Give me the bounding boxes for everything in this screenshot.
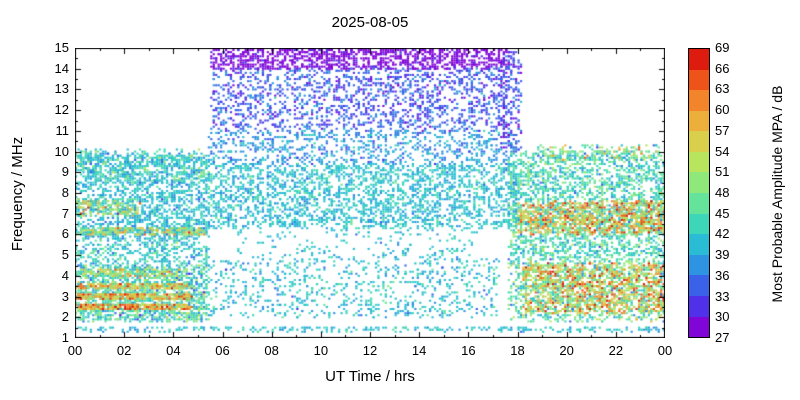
chart-title: 2025-08-05 (331, 14, 409, 31)
colorbar-tick-label: 48 (715, 185, 730, 200)
colorbar-segment (689, 213, 709, 235)
y-tick-label: 9 (61, 164, 69, 180)
colorbar-tick-label: 36 (715, 267, 730, 283)
colorbar-segment (689, 90, 709, 111)
colorbar-segment (689, 49, 709, 70)
x-tick-label: 22 (608, 343, 624, 358)
x-tick-label: 08 (264, 343, 279, 358)
y-tick-label: 2 (61, 309, 69, 325)
colorbar-segment (689, 234, 709, 255)
y-tick-label: 14 (54, 60, 69, 76)
plot-area (75, 48, 665, 338)
colorbar-label: Most Probable Amplitude MPA / dB (769, 85, 785, 303)
colorbar-tick-label: 39 (715, 247, 730, 263)
x-tick-label: 18 (510, 343, 525, 358)
x-tick-label: 14 (411, 343, 427, 358)
y-tick-label: 5 (61, 247, 69, 263)
colorbar-segment (689, 151, 709, 173)
colorbar-tick-label: 42 (715, 226, 730, 242)
colorbar-tick-label: 66 (715, 60, 730, 76)
x-axis-label: UT Time / hrs (325, 368, 415, 385)
colorbar-tick-label: 54 (715, 143, 730, 159)
x-tick-label: 06 (215, 343, 230, 358)
y-tick-label: 11 (55, 122, 70, 138)
colorbar-tick-label: 33 (715, 288, 730, 304)
colorbar-segment (689, 316, 709, 338)
colorbar-tick-label: 57 (715, 122, 730, 138)
y-tick-label: 4 (61, 267, 69, 283)
y-tick-label: 7 (61, 205, 69, 221)
y-tick-label: 1 (61, 330, 69, 345)
y-tick-label: 6 (61, 226, 69, 242)
colorbar-segment (689, 254, 709, 276)
x-tick-label: 10 (313, 343, 329, 358)
colorbar-segment (689, 110, 709, 132)
y-tick-label: 12 (54, 102, 69, 118)
x-tick-label: 12 (362, 343, 378, 358)
y-tick-label: 3 (61, 288, 69, 304)
x-tick-label: 02 (116, 343, 132, 358)
colorbar-segment (689, 295, 709, 317)
colorbar (688, 48, 710, 338)
x-tick-label: 04 (166, 343, 181, 358)
colorbar-segment (689, 275, 709, 296)
y-tick-label: 10 (54, 143, 69, 159)
plot-canvas (75, 48, 665, 338)
colorbar-segment (689, 69, 709, 91)
y-tick-label: 8 (61, 185, 69, 200)
x-tick-label: 00 (67, 343, 83, 358)
y-tick-label: 13 (54, 81, 69, 97)
colorbar-tick-label: 45 (715, 205, 730, 221)
colorbar-tick-label: 63 (715, 81, 730, 97)
colorbar-segment (689, 172, 709, 194)
colorbar-tick-label: 51 (715, 164, 730, 180)
x-tick-label: 16 (461, 343, 476, 358)
colorbar-segment (689, 193, 709, 214)
y-tick-label: 15 (54, 40, 69, 55)
y-axis-label: Frequency / MHz (9, 136, 26, 252)
x-tick-label: 20 (559, 343, 574, 358)
colorbar-tick-label: 27 (715, 330, 730, 345)
x-tick-label: 00 (657, 343, 673, 358)
colorbar-segment (689, 131, 709, 152)
colorbar-tick-label: 69 (715, 40, 730, 55)
colorbar-tick-label: 30 (715, 309, 730, 325)
colorbar-tick-label: 60 (715, 102, 730, 118)
